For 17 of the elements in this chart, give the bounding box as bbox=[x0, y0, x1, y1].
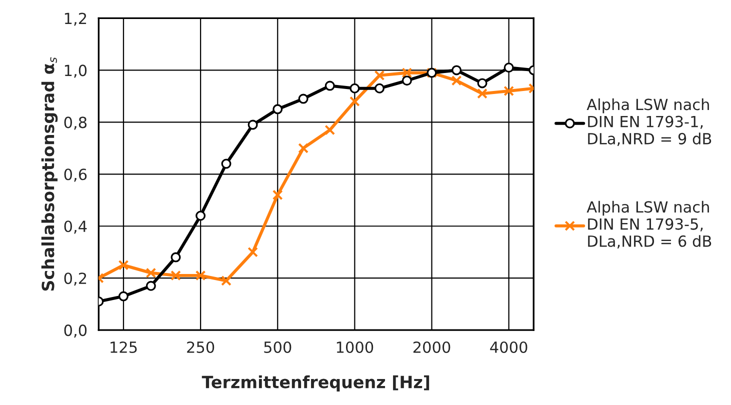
y-tick-label: 0,2 bbox=[64, 272, 86, 286]
x-tick-label: 1000 bbox=[336, 341, 374, 354]
x-tick-label: 125 bbox=[110, 341, 137, 354]
y-tick-label: 1,0 bbox=[64, 64, 87, 78]
y-tick-label: 0,4 bbox=[64, 220, 87, 234]
y-tick-label: 0,8 bbox=[64, 116, 87, 130]
x-tick-label: 250 bbox=[187, 341, 214, 354]
x-axis-title: Terzmittenfrequenz [Hz] bbox=[202, 375, 430, 392]
legend-label: Alpha LSW nach DIN EN 1793-5, DLa,NRD = 6 dB bbox=[586, 200, 712, 248]
legend-label: Alpha LSW nach DIN EN 1793-1, DLa,NRD = 9 dB bbox=[586, 98, 712, 146]
y-tick-label: 0,6 bbox=[64, 168, 87, 182]
y-axis-title: Schallabsorptionsgrad α$_{s}$ bbox=[41, 57, 58, 291]
x-tick-label: 4000 bbox=[490, 341, 528, 354]
x-tick-label: 2000 bbox=[413, 341, 450, 354]
y-tick-label: 0,0 bbox=[64, 324, 87, 338]
x-tick-label: 500 bbox=[264, 341, 292, 354]
y-tick-label: 1,2 bbox=[64, 12, 86, 26]
